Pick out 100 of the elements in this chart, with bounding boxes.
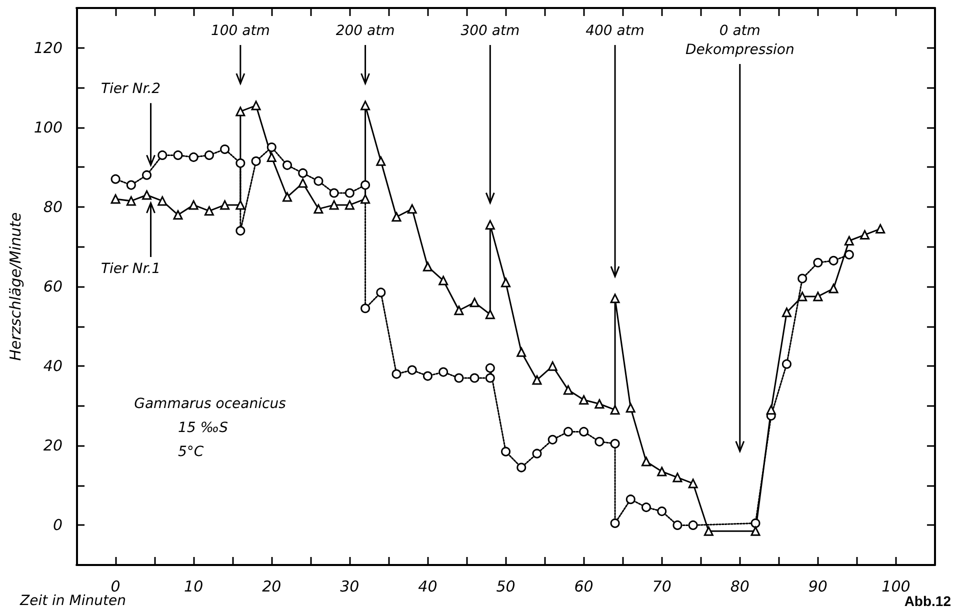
point xyxy=(828,284,838,294)
point xyxy=(236,200,246,210)
point xyxy=(782,359,792,369)
point xyxy=(251,156,261,166)
point xyxy=(610,294,620,304)
point xyxy=(236,158,246,168)
point xyxy=(282,192,292,202)
point xyxy=(844,250,854,260)
x-tick-label: 60 xyxy=(574,578,594,596)
point xyxy=(860,230,870,240)
point xyxy=(750,518,760,528)
point xyxy=(626,403,636,413)
point xyxy=(376,156,386,166)
text: Tier Nr.1 xyxy=(100,260,162,279)
annotation: Gammarus oceanicus xyxy=(133,395,287,414)
point xyxy=(126,196,136,206)
point xyxy=(657,466,667,476)
annotation: 15 ‰S xyxy=(178,419,230,438)
point xyxy=(454,306,464,316)
y-tick-label: 120 xyxy=(34,38,63,57)
text: Tier Nr.2 xyxy=(100,80,162,100)
point xyxy=(516,462,526,472)
point xyxy=(236,226,246,236)
point xyxy=(110,174,120,184)
point xyxy=(501,278,511,288)
point xyxy=(470,373,480,383)
point xyxy=(548,361,558,371)
point xyxy=(579,395,589,405)
x-tick-label: 80 xyxy=(730,578,750,596)
point xyxy=(282,160,292,170)
x-tick-label: 20 xyxy=(262,578,282,596)
point xyxy=(188,200,198,210)
y-tick-label: 80 xyxy=(43,198,63,216)
point xyxy=(407,365,417,375)
x-tick-label: 30 xyxy=(340,578,360,596)
point xyxy=(236,106,246,116)
point xyxy=(126,180,136,190)
point xyxy=(626,494,636,504)
point xyxy=(329,188,339,198)
point xyxy=(532,375,542,385)
point xyxy=(828,256,838,266)
point xyxy=(485,310,495,320)
y-tick-label: 60 xyxy=(43,278,63,296)
x-tick-label: 40 xyxy=(418,578,438,596)
x-tick-label: 70 xyxy=(652,578,672,596)
point xyxy=(579,426,589,436)
point xyxy=(704,526,714,536)
point xyxy=(563,426,573,436)
point xyxy=(485,373,495,383)
point xyxy=(610,438,620,448)
point xyxy=(173,150,183,160)
point xyxy=(314,204,324,214)
point xyxy=(876,224,886,234)
point xyxy=(642,502,651,512)
point xyxy=(344,200,354,210)
y-axis-title: Herzschläge/Minute xyxy=(6,212,24,361)
point xyxy=(610,405,620,415)
point xyxy=(220,200,230,210)
point xyxy=(563,385,573,395)
point xyxy=(422,371,432,381)
ref-line-label: 400 atm xyxy=(584,22,646,41)
point xyxy=(501,446,511,456)
point xyxy=(766,405,776,415)
point xyxy=(360,194,370,204)
point xyxy=(813,258,823,268)
point xyxy=(376,288,386,298)
point xyxy=(142,190,152,200)
point xyxy=(422,262,432,272)
point xyxy=(672,520,682,530)
point xyxy=(532,448,542,458)
x-tick-label: 50 xyxy=(496,578,516,596)
point xyxy=(251,100,261,110)
point xyxy=(672,472,682,482)
point xyxy=(204,150,214,160)
point xyxy=(266,152,276,162)
ref-line-label: 0 atm Dekompression xyxy=(684,22,796,60)
point xyxy=(158,196,168,206)
point xyxy=(516,347,526,357)
point xyxy=(454,373,464,383)
point xyxy=(142,170,152,180)
point xyxy=(750,526,760,536)
point xyxy=(110,194,120,204)
point xyxy=(360,100,370,110)
point xyxy=(392,212,402,222)
point xyxy=(485,220,495,230)
point xyxy=(485,363,495,373)
x-tick-label: 10 xyxy=(184,578,204,596)
ref-line-label: 200 atm xyxy=(334,22,396,41)
point xyxy=(360,304,370,314)
point xyxy=(610,518,620,528)
annotation: 5°C xyxy=(178,443,205,462)
point xyxy=(782,308,792,318)
point xyxy=(392,369,402,379)
point xyxy=(298,168,308,178)
point xyxy=(360,180,370,190)
point xyxy=(344,188,354,198)
ref-line-label: 300 atm xyxy=(460,22,521,41)
point xyxy=(688,520,698,530)
point xyxy=(594,436,604,446)
point xyxy=(657,506,667,516)
